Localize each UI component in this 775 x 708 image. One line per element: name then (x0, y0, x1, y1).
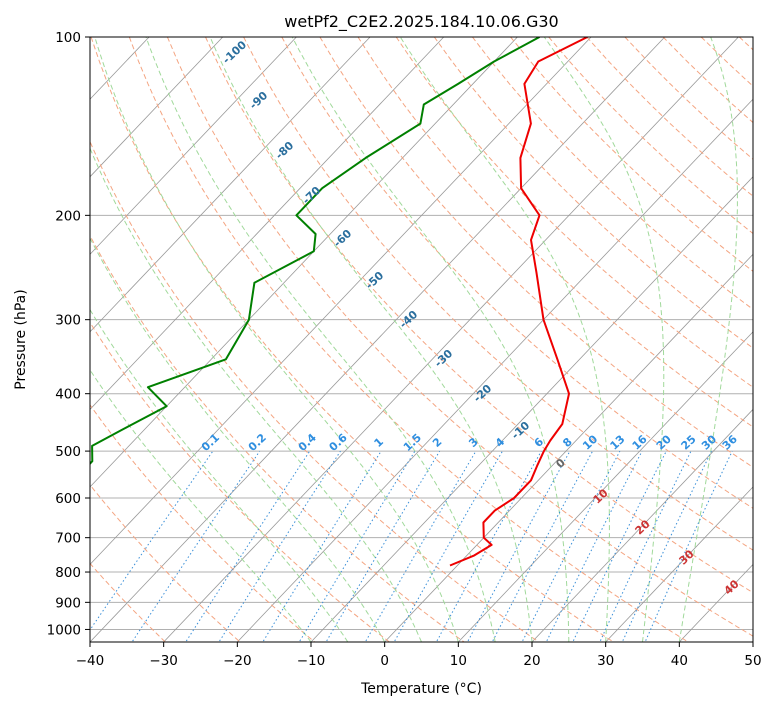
isotherm-line (237, 98, 753, 642)
x-tick-label: 10 (450, 653, 467, 669)
moist-adiabat-line (291, 37, 570, 642)
mixing-ratio-line (262, 450, 382, 642)
y-tick-label: 700 (55, 531, 81, 547)
x-tick-label: −10 (297, 653, 326, 669)
y-tick-label: 500 (55, 444, 81, 460)
y-axis-label: Pressure (hPa) (13, 289, 29, 389)
dry-adiabat-lines (90, 37, 753, 642)
dry-adiabat-line (319, 37, 753, 468)
x-tick-label: 0 (380, 653, 389, 669)
dry-adiabat-line (395, 37, 753, 388)
y-tick-label: 600 (55, 491, 81, 507)
mixing-ratio-lines (90, 450, 733, 642)
dewpoint-profile-line (90, 37, 540, 466)
chart-title: wetPf2_C2E2.2025.184.10.06.G30 (284, 12, 558, 32)
y-tick-label: 300 (55, 313, 81, 329)
moist-adiabat-line (90, 147, 422, 642)
x-tick-label: −20 (223, 653, 252, 669)
isotherm-line (90, 37, 371, 333)
x-tick-label: 40 (671, 653, 688, 669)
moist-adiabat-line (90, 308, 349, 642)
moist-adiabat-line (209, 37, 533, 642)
mixing-ratio-line (185, 450, 311, 642)
mixing-ratio-line (364, 450, 477, 642)
moist-adiabat-lines (90, 37, 738, 642)
mixing-ratio-line (218, 450, 341, 642)
mixing-ratio-line (521, 450, 621, 642)
x-tick-label: 50 (744, 653, 761, 669)
y-tick-label: 900 (55, 595, 81, 611)
dry-adiabat-line (433, 37, 753, 349)
y-axis-ticks: 100 200 300 400 500 600 700 800 900 1000 (47, 30, 90, 638)
mixing-ratio-line (131, 450, 261, 642)
isotherm-lines (90, 37, 753, 642)
isotherm-line (90, 37, 666, 642)
dry-adiabat-line (90, 321, 391, 642)
moist-adiabat-line (543, 37, 665, 642)
isotherm-line (310, 176, 753, 642)
moist-adiabat-line (399, 37, 610, 642)
dry-adiabat-line (357, 37, 753, 428)
dry-adiabat-line (166, 37, 753, 637)
x-axis-ticks: −40 −30 −20 −10 0 10 20 30 40 50 (76, 642, 762, 669)
plot-area: 0.1 0.2 0.4 0.6 1 1.5 2 3 4 6 8 10 13 16 20 25 30 36-100-… (90, 37, 753, 642)
moist-adiabat-line (678, 37, 738, 642)
y-tick-label: 1000 (47, 622, 81, 638)
isotherm-line (90, 37, 224, 178)
isotherm-line (90, 37, 518, 488)
isotherm-line (90, 37, 592, 566)
mixing-ratio-line (621, 450, 712, 642)
isotherm-line (531, 408, 753, 642)
dry-adiabat-line (90, 140, 540, 642)
x-axis-label: Temperature (°C) (360, 681, 482, 697)
moist-adiabat-line (145, 37, 496, 642)
isotherm-line (458, 331, 753, 642)
dry-adiabat-line (90, 404, 316, 642)
isotherm-line (384, 253, 753, 642)
dry-adiabat-line (90, 37, 615, 642)
y-tick-label: 200 (55, 208, 81, 224)
plot-frame (89, 36, 754, 643)
y-tick-label: 400 (55, 387, 81, 403)
x-tick-label: 20 (523, 653, 540, 669)
dry-adiabat-line (90, 234, 465, 642)
isotherm-line (90, 37, 445, 410)
temperature-profile-line (449, 37, 588, 567)
isotherm-line (605, 486, 753, 642)
isotherm-line (90, 37, 297, 255)
dry-adiabat-line (472, 37, 753, 310)
moist-adiabat-line (94, 37, 459, 642)
x-tick-label: 30 (597, 653, 614, 669)
profile-lines (90, 37, 588, 567)
y-tick-label: 800 (55, 565, 81, 581)
mixing-ratio-line (491, 450, 594, 642)
moist-adiabat-line (90, 237, 386, 642)
mixing-ratio-line (599, 450, 692, 642)
mixing-ratio-line (90, 450, 214, 631)
dry-adiabat-line (128, 37, 690, 642)
y-tick-label: 100 (55, 30, 81, 46)
moist-adiabat-line (90, 369, 312, 642)
x-tick-label: −40 (76, 653, 105, 669)
x-tick-label: −30 (149, 653, 178, 669)
mixing-ratio-line (466, 450, 571, 642)
mixing-ratio-line (325, 450, 441, 642)
dry-adiabat-line (90, 483, 241, 642)
